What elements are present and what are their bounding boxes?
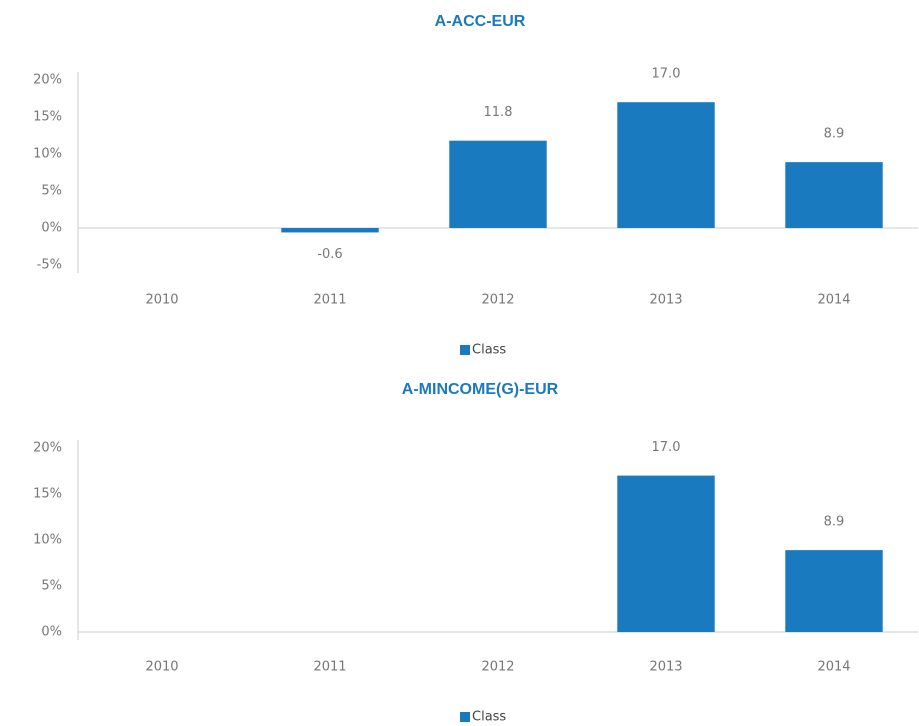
legend-label: Class [472, 343, 506, 358]
y-tick-label: 10% [33, 147, 62, 162]
y-tick-label: 15% [33, 110, 62, 125]
y-tick-label: 10% [33, 533, 62, 548]
legend-swatch [460, 345, 470, 355]
data-label: 8.9 [824, 127, 845, 142]
y-tick-label: 5% [41, 184, 62, 199]
legend-swatch [460, 712, 470, 722]
data-label: -0.6 [317, 247, 342, 262]
legend-label: Class [472, 710, 506, 725]
x-tick-label: 2013 [649, 660, 682, 675]
x-tick-label: 2012 [481, 660, 514, 675]
y-tick-label: 15% [33, 487, 62, 502]
y-tick-label: 20% [33, 73, 62, 88]
data-label: 8.9 [824, 515, 845, 530]
chart-title: A-ACC-EUR [435, 13, 526, 30]
y-tick-label: 0% [41, 625, 62, 640]
x-tick-label: 2010 [145, 660, 178, 675]
y-tick-label: -5% [37, 258, 62, 273]
x-tick-label: 2014 [817, 293, 850, 308]
y-tick-label: 5% [41, 579, 62, 594]
chart-title: A-MINCOME(G)-EUR [402, 381, 559, 398]
y-tick-label: 0% [41, 221, 62, 236]
bar [281, 228, 379, 233]
x-tick-label: 2011 [313, 660, 346, 675]
data-label: 17.0 [652, 440, 681, 455]
bar [785, 162, 883, 228]
x-tick-label: 2011 [313, 293, 346, 308]
x-tick-label: 2010 [145, 293, 178, 308]
x-tick-label: 2013 [649, 293, 682, 308]
bar [617, 102, 715, 228]
x-tick-label: 2012 [481, 293, 514, 308]
bar [617, 475, 715, 632]
bar [449, 140, 547, 228]
y-tick-label: 20% [33, 441, 62, 456]
bar [785, 550, 883, 632]
data-label: 11.8 [484, 105, 513, 120]
x-tick-label: 2014 [817, 660, 850, 675]
data-label: 17.0 [652, 67, 681, 82]
